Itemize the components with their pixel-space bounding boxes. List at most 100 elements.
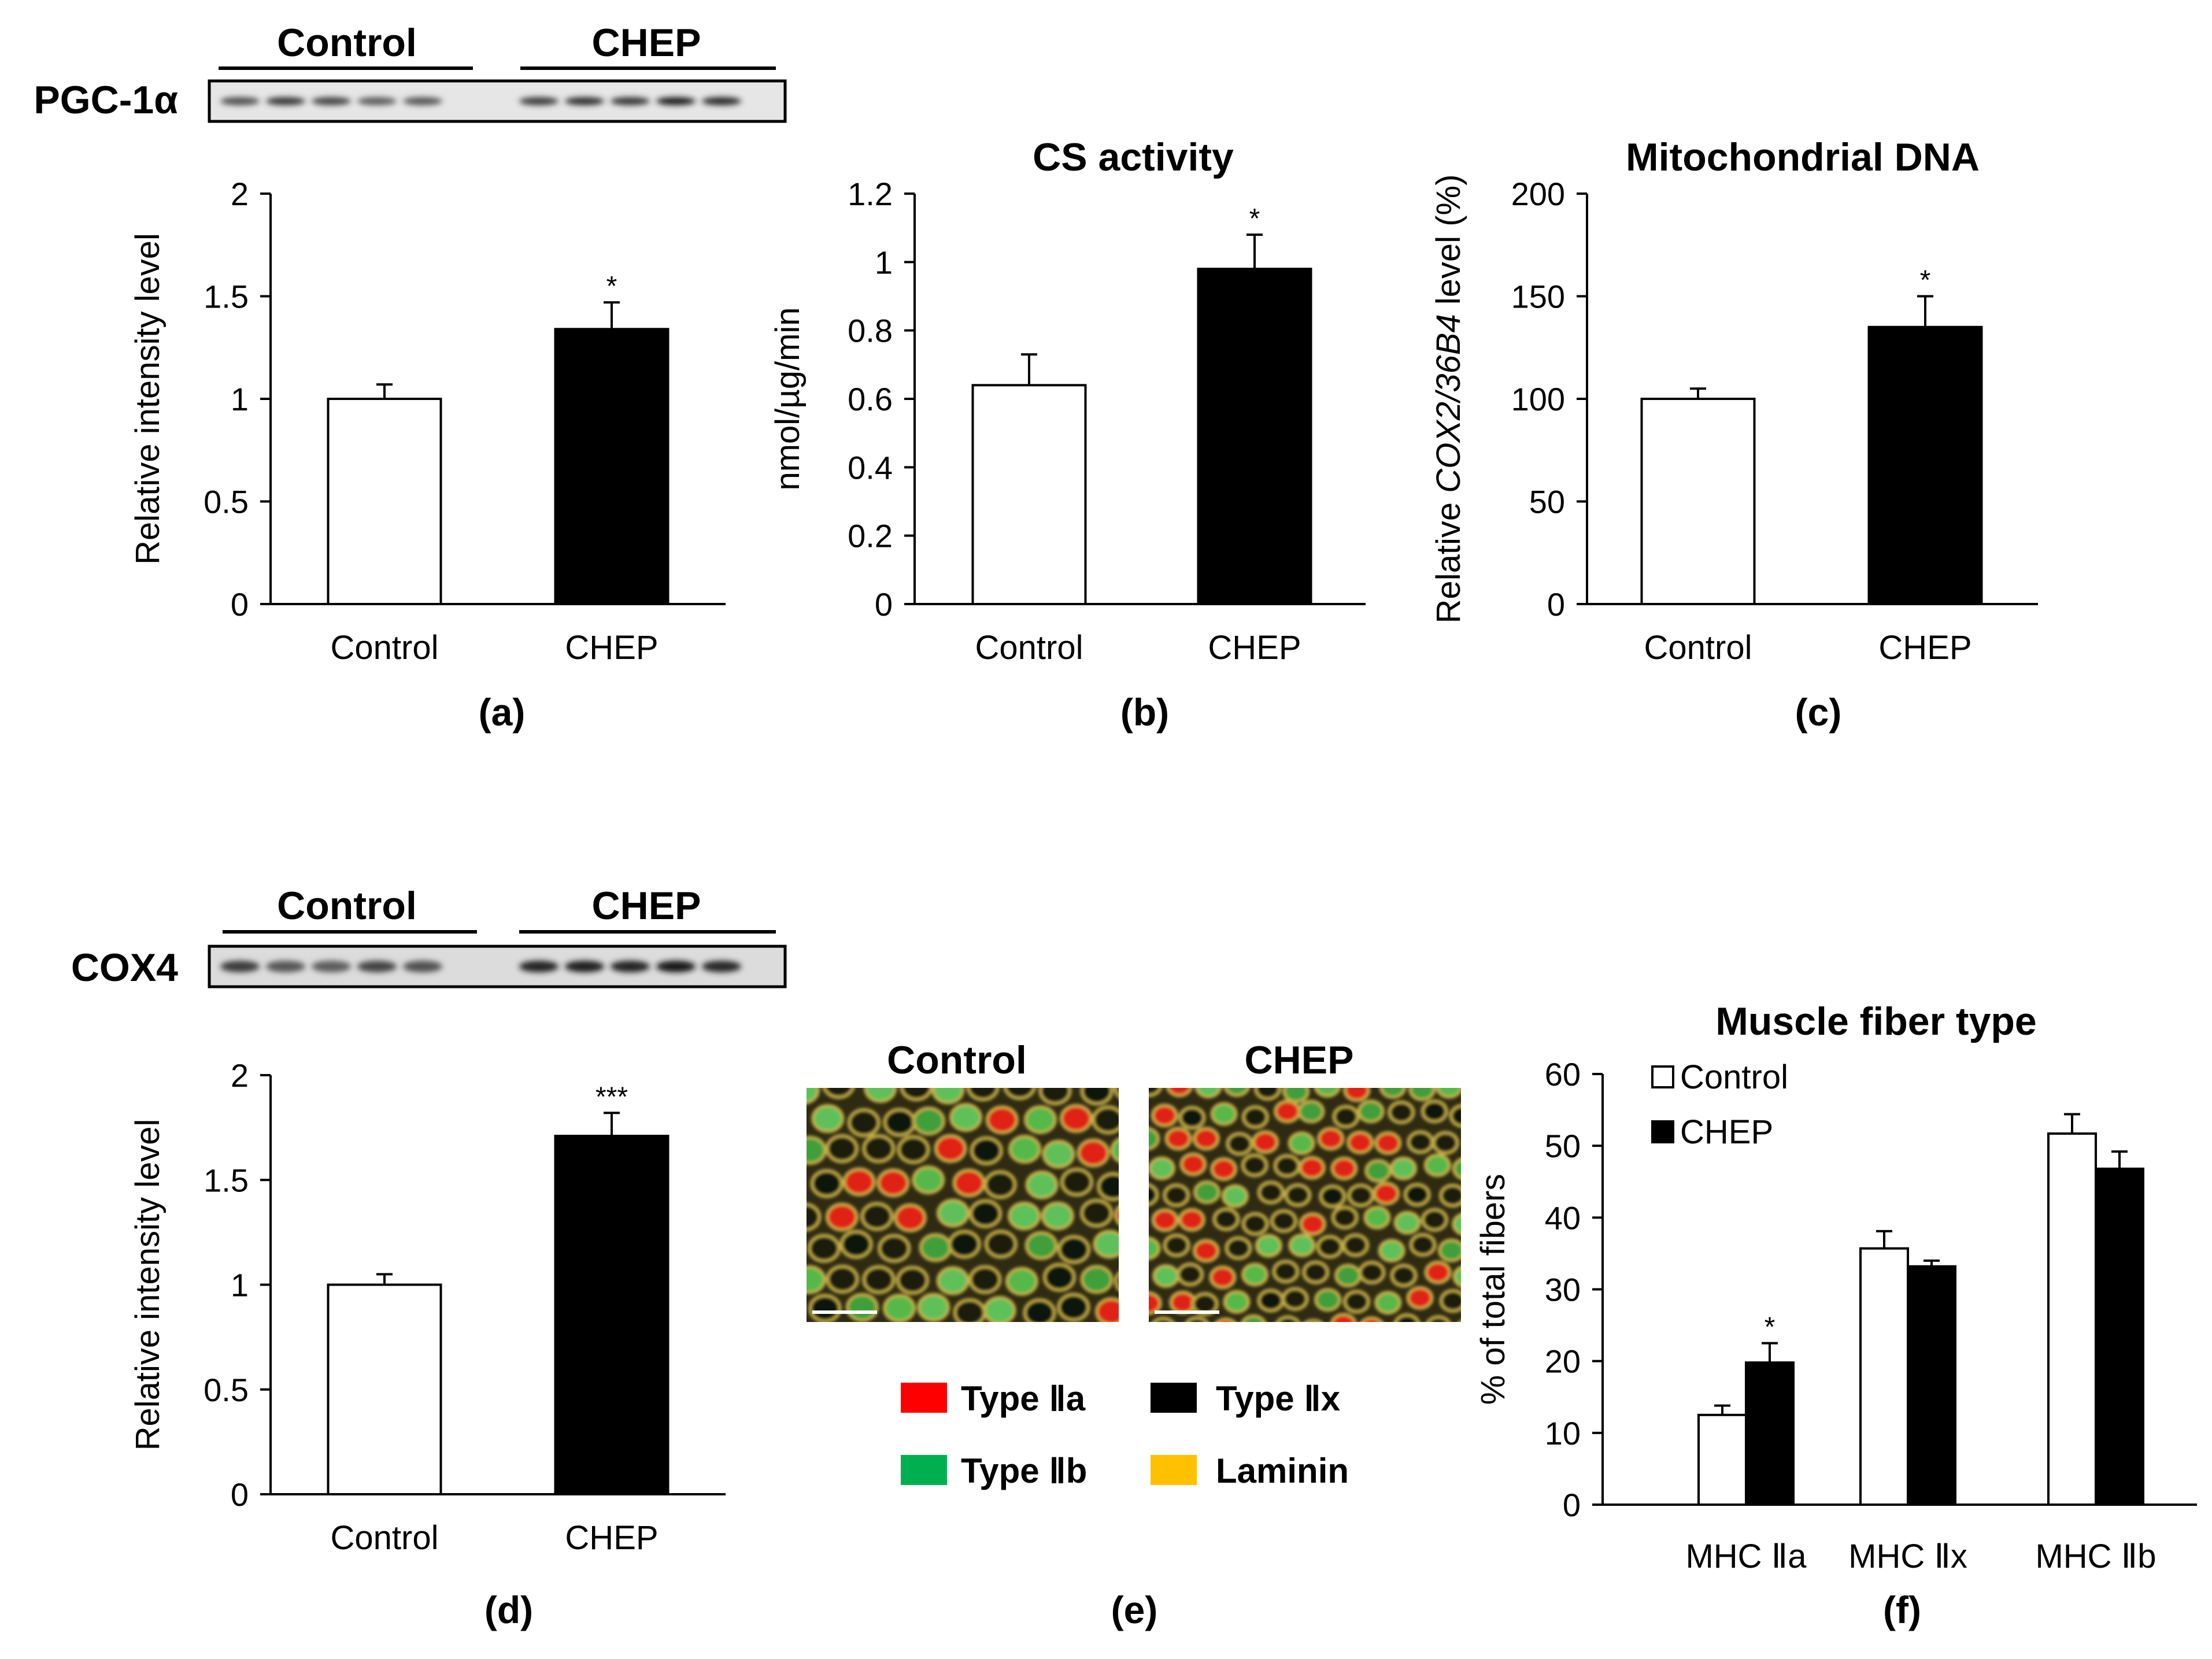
muscle-fiber [1330, 1156, 1358, 1180]
scale-bar [1155, 1310, 1219, 1314]
blot-band [357, 961, 397, 972]
muscle-fiber [1210, 1157, 1238, 1181]
muscle-fiber [1458, 1320, 1461, 1322]
muscle-fiber [1179, 1152, 1207, 1176]
y-tick-label: 0 [1547, 586, 1565, 623]
x-tick-label: CHEP [565, 1519, 658, 1557]
x-tick-label: MHC Ⅱa [1685, 1538, 1807, 1575]
muscle-fiber [1221, 1184, 1249, 1208]
muscle-fiber [1347, 1183, 1375, 1208]
y-tick-label: 150 [1511, 279, 1565, 315]
significance-marker: *** [595, 1082, 628, 1112]
muscle-fiber [1423, 1153, 1451, 1177]
muscle-fiber [1379, 1088, 1407, 1099]
muscle-fiber [1317, 1127, 1345, 1151]
muscle-fiber [1152, 1316, 1175, 1322]
bar [554, 328, 669, 605]
y-tick-label: 40 [1545, 1199, 1581, 1236]
muscle-fiber [1192, 1127, 1220, 1151]
muscle-fiber [825, 1202, 859, 1232]
chart-c: 0 50 100 150 200 Relative COX2/36B4 level (%)… [1430, 135, 2038, 734]
muscle-fiber [807, 1088, 820, 1105]
muscle-fiber [1314, 1088, 1341, 1098]
bar [1907, 1265, 1956, 1506]
y-tick-label: 0.5 [204, 1372, 249, 1408]
muscle-fiber [1080, 1088, 1114, 1106]
significance-marker: * [606, 271, 617, 302]
blot-group-label-control: Control [277, 884, 417, 928]
muscle-fiber [839, 1230, 873, 1259]
bar [327, 398, 442, 605]
muscle-fiber [1191, 1292, 1219, 1316]
x-tick-label: Control [331, 629, 439, 666]
y-tick-label: 200 [1511, 176, 1565, 212]
muscle-fiber [985, 1105, 1019, 1135]
blot-band [565, 97, 604, 105]
blot-protein-label: COX4 [71, 946, 178, 990]
blot-group-label-chep: CHEP [592, 884, 701, 928]
muscle-fiber [1008, 1135, 1042, 1164]
legend-swatch-type-iia [901, 1383, 947, 1413]
muscle-fiber [1347, 1130, 1374, 1154]
micrograph-control [807, 1088, 1119, 1322]
muscle-fiber [1319, 1184, 1347, 1209]
muscle-fiber [1005, 1267, 1038, 1296]
muscle-fiber [1363, 1205, 1391, 1230]
micrograph-legend: Type Ⅱa Type Ⅱx Type Ⅱb Laminin [901, 1379, 1349, 1490]
blot-band [656, 97, 696, 105]
micrograph-title-control: Control [887, 1038, 1027, 1082]
y-tick-label: 1.5 [204, 279, 249, 315]
muscle-fiber [1409, 1232, 1437, 1257]
muscle-fiber [1452, 1213, 1461, 1236]
muscle-fiber [1393, 1313, 1421, 1322]
muscle-fiber [1431, 1131, 1459, 1155]
significance-marker: * [1249, 203, 1260, 234]
x-tick-label: Control [331, 1519, 439, 1557]
y-tick-label: 60 [1545, 1056, 1581, 1093]
bar [1197, 268, 1312, 605]
muscle-fiber [883, 1108, 916, 1137]
x-tick-label: CHEP [1208, 629, 1301, 666]
muscle-fiber [1166, 1088, 1193, 1098]
muscle-fiber [1210, 1102, 1238, 1126]
muscle-fiber [1274, 1099, 1301, 1124]
muscle-fiber [1042, 1139, 1075, 1169]
muscle-fiber [970, 1136, 1003, 1165]
muscle-fiber [1114, 1205, 1119, 1225]
blot-cox4: Control CHEP COX4 [71, 884, 787, 990]
muscle-fiber [1114, 1271, 1119, 1291]
muscle-fiber [1226, 1132, 1253, 1156]
muscle-fiber [1212, 1207, 1240, 1231]
muscle-fiber [1080, 1265, 1114, 1294]
muscle-fiber [952, 1168, 986, 1198]
muscle-fiber [984, 1230, 1018, 1259]
muscle-fiber [1426, 1315, 1451, 1322]
muscle-fiber [1421, 1208, 1448, 1232]
muscle-fiber [1024, 1231, 1058, 1260]
muscle-fiber [1273, 1154, 1301, 1178]
muscle-fiber [1297, 1099, 1325, 1124]
panel-label: (e) [1111, 1588, 1158, 1631]
blot-bands [220, 97, 741, 105]
muscle-fiber [864, 1088, 897, 1103]
muscle-fiber [1252, 1130, 1279, 1154]
y-tick-label: 0.6 [848, 381, 893, 417]
muscle-fiber [1299, 1212, 1326, 1236]
muscle-fiber [1177, 1262, 1204, 1287]
muscle-fiber [896, 1265, 929, 1295]
muscle-fiber [1449, 1104, 1461, 1128]
muscle-fiber [1331, 1205, 1359, 1230]
y-tick-label: 0.4 [848, 449, 893, 486]
muscle-fiber [883, 1294, 916, 1322]
blot-band [403, 97, 442, 105]
blot-protein-label: PGC-1α [34, 78, 178, 122]
muscle-fiber [917, 1293, 950, 1322]
muscle-fiber [1241, 1105, 1269, 1130]
muscle-fiber [1241, 1262, 1269, 1287]
blot-bands [220, 961, 741, 972]
muscle-fiber [1185, 1316, 1209, 1322]
muscle-fiber [810, 1169, 844, 1198]
blot-band [611, 97, 650, 105]
legend-label-type-iib: Type Ⅱb [961, 1451, 1087, 1490]
